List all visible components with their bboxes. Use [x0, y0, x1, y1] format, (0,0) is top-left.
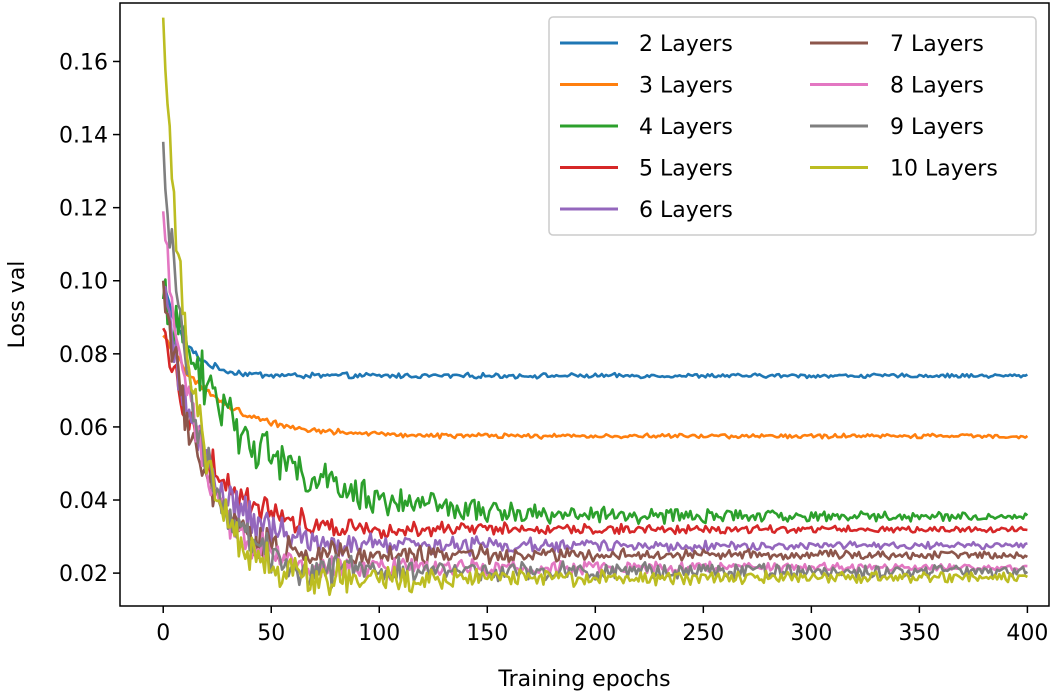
y-tick-label: 0.02: [59, 562, 108, 587]
x-tick-label: 300: [790, 621, 832, 646]
x-axis-title: Training epochs: [497, 667, 670, 692]
y-axis-title: Loss val: [5, 261, 30, 349]
legend-label: 10 Layers: [890, 157, 998, 182]
legend-label: 8 Layers: [890, 74, 984, 99]
y-tick-label: 0.04: [59, 489, 108, 514]
series-line: [162, 334, 1029, 440]
x-tick-label: 50: [257, 621, 285, 646]
plot-frame: [119, 2, 1050, 607]
y-tick-label: 0.16: [59, 50, 108, 75]
x-tick-label: 250: [682, 621, 724, 646]
series-layer: [161, 17, 1029, 597]
legend-label: 7 Layers: [890, 32, 984, 57]
x-tick-label: 0: [156, 621, 170, 646]
x-tick-label: 150: [466, 621, 508, 646]
legend-label: 5 Layers: [639, 157, 733, 182]
series-line: [161, 278, 1029, 525]
series-line: [161, 280, 1028, 380]
legend-label: 6 Layers: [639, 198, 733, 223]
y-tick-label: 0.14: [59, 124, 108, 149]
x-tick-label: 350: [898, 621, 940, 646]
legend-label: 4 Layers: [639, 115, 733, 140]
x-tick-label: 100: [358, 621, 400, 646]
legend-label: 9 Layers: [890, 115, 984, 140]
series-line: [161, 17, 1028, 597]
y-tick-label: 0.08: [59, 343, 108, 368]
x-axis: 0 50 100 150 200 250 300 350 400: [156, 606, 1048, 646]
series-line: [161, 280, 1029, 566]
y-tick-label: 0.12: [59, 197, 108, 222]
x-tick-label: 200: [574, 621, 616, 646]
y-axis: 0.02 0.04 0.06 0.08 0.10 0.12 0.14 0.16: [59, 50, 120, 587]
series-line: [162, 285, 1028, 557]
y-tick-label: 0.06: [59, 416, 108, 441]
legend-box: [548, 16, 1037, 236]
legend-label: 3 Layers: [639, 74, 733, 99]
x-tick-label: 400: [1006, 621, 1048, 646]
legend: 2 Layers 3 Layers 4 Layers 5 Layers 6 Layers…: [548, 16, 1037, 236]
legend-label: 2 Layers: [639, 32, 733, 57]
series-line: [162, 327, 1028, 540]
y-tick-label: 0.10: [59, 270, 108, 295]
